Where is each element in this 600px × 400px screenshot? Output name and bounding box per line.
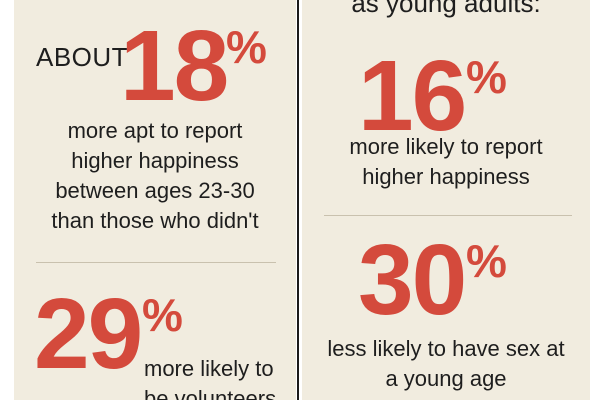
column-divider — [297, 0, 299, 400]
stat-16-caption-line2: higher happiness — [362, 164, 530, 189]
left-section-divider — [36, 262, 276, 263]
stat-18-percent: % — [226, 21, 267, 73]
stat-29-caption-line1: more likely to — [144, 356, 274, 381]
stat-16-percent: % — [466, 51, 507, 103]
stat-29-number: 29 — [34, 278, 143, 390]
stat-18-number: 18 — [120, 10, 229, 122]
stat-18-caption-line4: than those who didn't — [51, 208, 259, 233]
stat-18-caption-line1: more apt to report — [67, 118, 243, 143]
stat-18-caption-line3: between ages 23-30 — [55, 178, 255, 203]
right-top-text: as young adults: — [351, 0, 541, 18]
stat-30-number: 30 — [358, 224, 467, 336]
stat-29-caption-line2: be volunteers — [144, 386, 277, 400]
stat-16-number: 16 — [358, 40, 467, 152]
stat-30-caption-line1: less likely to have sex at — [327, 336, 565, 361]
right-section-divider — [324, 215, 572, 216]
left-panel: ABOUT 18 % more apt to report higher hap… — [14, 0, 296, 400]
stat-18-caption-line2: higher happiness — [71, 148, 239, 173]
stat-30-percent: % — [466, 235, 507, 287]
right-panel: as young adults: 16 % more likely to rep… — [302, 0, 590, 400]
stat-30-caption-line2: a young age — [385, 366, 507, 391]
stat-16-caption-line1: more likely to report — [349, 134, 543, 159]
about-label: ABOUT — [36, 42, 129, 72]
stat-29-percent: % — [142, 289, 183, 341]
